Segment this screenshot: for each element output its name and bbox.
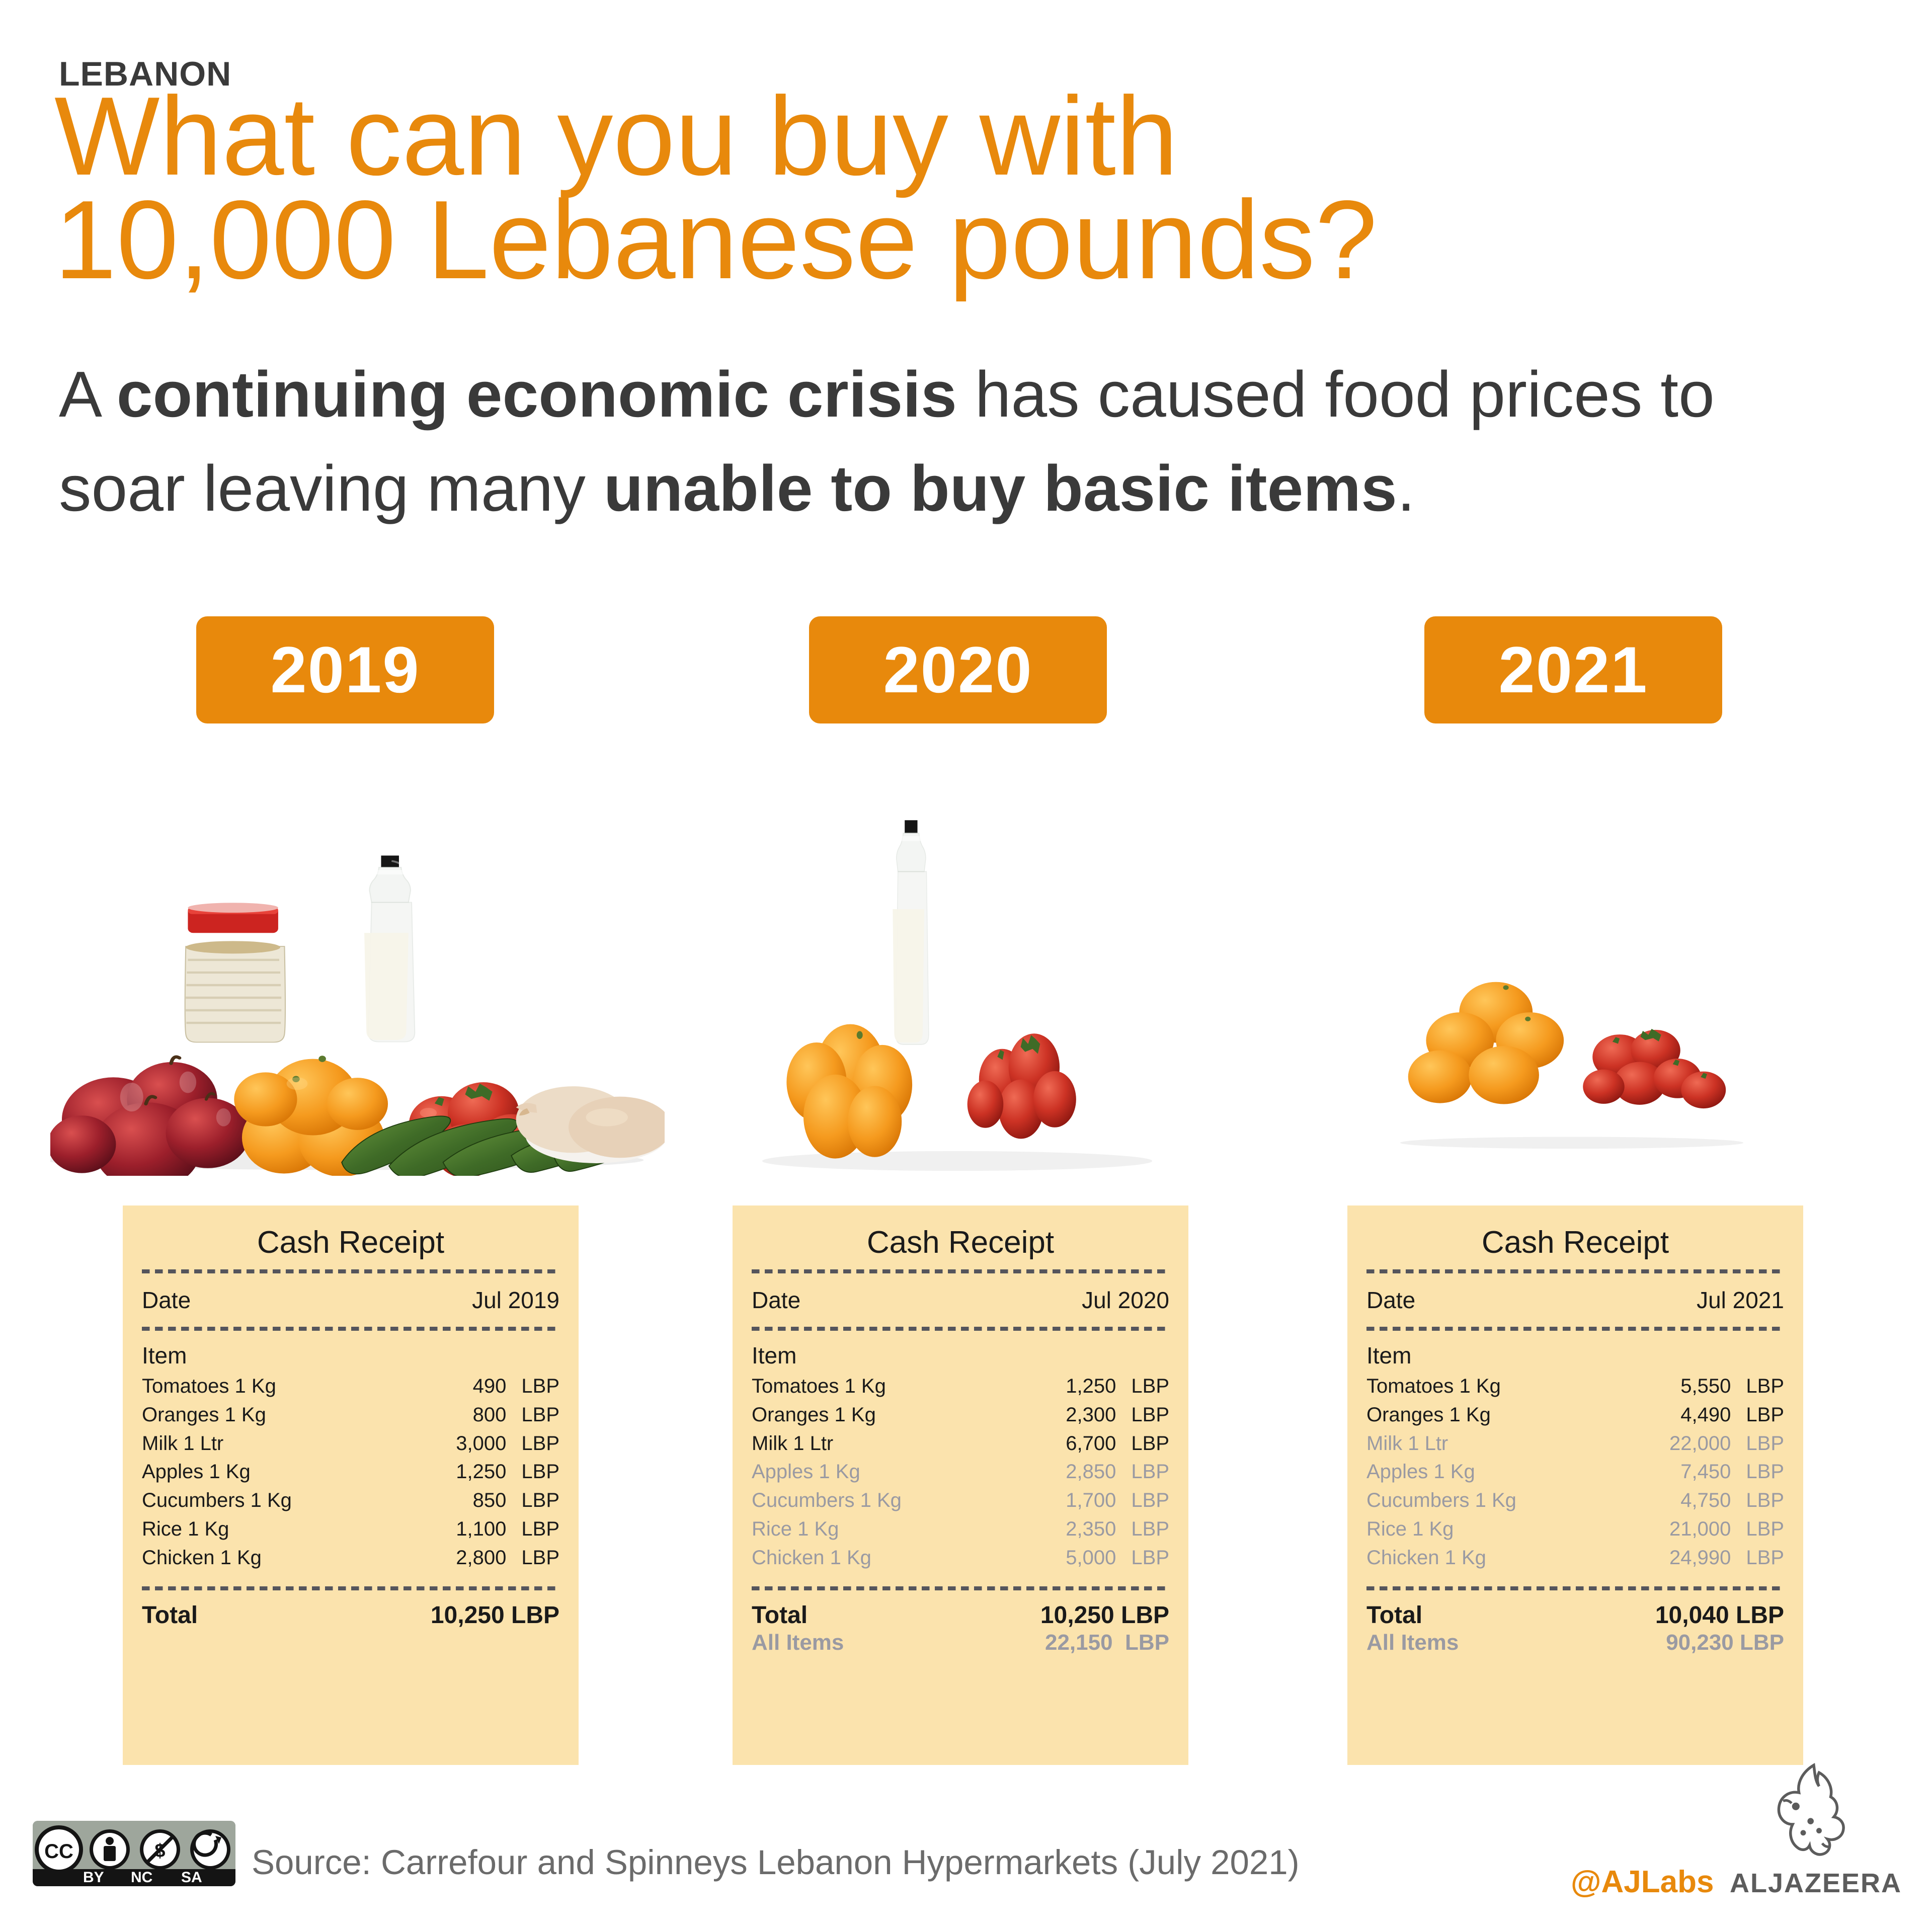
svg-text:SA: SA <box>181 1869 202 1886</box>
svg-text:CC: CC <box>44 1840 73 1863</box>
svg-text:NC: NC <box>131 1869 152 1886</box>
svg-text:BY: BY <box>83 1869 104 1886</box>
